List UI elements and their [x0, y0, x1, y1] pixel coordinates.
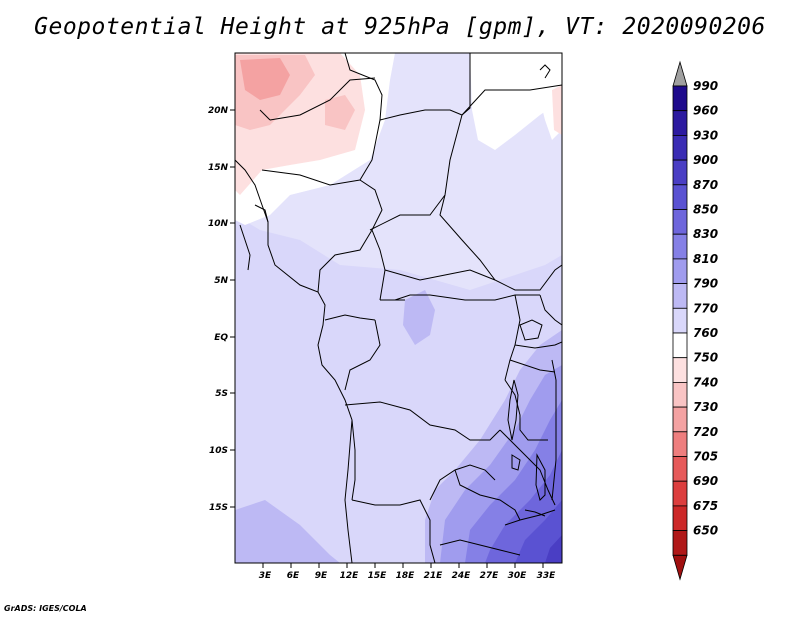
- colorbar-swatch: [672, 406, 688, 433]
- lat-tick-label: 5N: [214, 276, 228, 286]
- lon-tick-label: 24E: [452, 571, 472, 581]
- lon-tick-label: 30E: [508, 571, 528, 581]
- lat-axis: 20N 15N 10N 5N EQ 5S 10S 15S: [208, 106, 235, 513]
- colorbar-swatch: [672, 505, 688, 531]
- colorbar-label: 720: [693, 425, 718, 439]
- colorbar-label: 760: [693, 326, 718, 340]
- field-760-ne: [470, 53, 562, 150]
- country-borders: [235, 53, 562, 563]
- lat-tick-label: 10N: [208, 219, 229, 229]
- lon-tick-label: 33E: [537, 571, 557, 581]
- colorbar-label: 740: [693, 375, 718, 389]
- grads-credit: GrADS: IGES/COLA: [4, 604, 87, 613]
- colorbar-label: 790: [693, 277, 718, 291]
- lat-tick-label: 10S: [209, 446, 228, 456]
- colorbar-label: 690: [693, 474, 718, 488]
- lat-tick-label: EQ: [214, 333, 228, 343]
- field-930-se: [545, 535, 562, 563]
- colorbar-label: 750: [693, 351, 718, 365]
- lon-tick-label: 15E: [368, 571, 388, 581]
- colorbar-label: 850: [693, 203, 718, 217]
- lon-tick-label: 9E: [315, 571, 328, 581]
- colorbar-swatch: [672, 159, 688, 186]
- colorbar-swatch: [672, 209, 688, 235]
- colorbar-swatch: [672, 357, 688, 383]
- map-field: [235, 53, 562, 563]
- colorbar-label: 675: [693, 499, 718, 513]
- lon-tick-label: 6E: [287, 571, 300, 581]
- colorbar-label: 705: [693, 450, 718, 464]
- lat-tick-label: 15S: [209, 503, 228, 513]
- lon-tick-label: 27E: [480, 571, 500, 581]
- field-810-sw: [235, 500, 340, 563]
- colorbar-swatch: [672, 456, 688, 482]
- colorbar-swatch: [672, 530, 688, 556]
- colorbar-swatch: [672, 258, 688, 284]
- colorbar-swatch: [672, 431, 688, 457]
- lat-tick-label: 5S: [215, 389, 228, 399]
- field-810-congo: [403, 290, 435, 345]
- map-frame: [234, 52, 563, 564]
- lat-tick-label: 15N: [208, 163, 229, 173]
- colorbar-label: 960: [693, 104, 718, 118]
- lon-axis: 3E 6E 9E 12E 15E 18E 21E 24E 27E 30E 33E: [259, 563, 556, 581]
- colorbar-top-arrow: [672, 60, 688, 87]
- colorbar-label: 930: [693, 128, 718, 142]
- colorbar-label: 870: [693, 178, 718, 192]
- colorbar-legend: 990 960 930 900 870 850 830 810 790 770 760 750 740 7…: [672, 60, 718, 581]
- colorbar-label: 830: [693, 227, 718, 241]
- colorbar-label: 810: [693, 252, 718, 266]
- lat-tick-label: 20N: [208, 106, 229, 116]
- colorbar-swatch: [672, 233, 688, 260]
- colorbar-swatch: [672, 184, 688, 210]
- field-730-nw: [240, 58, 290, 100]
- colorbar-label: 770: [693, 301, 718, 315]
- colorbar-swatch: [672, 381, 688, 408]
- colorbar-swatch: [672, 85, 688, 112]
- field-750-ne: [552, 85, 562, 135]
- field-740-nw2: [325, 95, 355, 130]
- lon-tick-label: 12E: [340, 571, 360, 581]
- colorbar-swatch: [672, 283, 688, 309]
- colorbar-label: 990: [693, 79, 718, 93]
- colorbar-label: 650: [693, 524, 718, 538]
- lon-tick-label: 21E: [424, 571, 444, 581]
- lon-tick-label: 3E: [259, 571, 272, 581]
- colorbar-swatch: [672, 307, 688, 334]
- map-title: Geopotential Height at 925hPa [gpm], VT:…: [34, 14, 766, 40]
- colorbar-label: 730: [693, 400, 718, 414]
- colorbar-swatch: [672, 480, 688, 507]
- lon-tick-label: 18E: [396, 571, 416, 581]
- colorbar-swatch: [672, 110, 688, 136]
- colorbar-swatch: [672, 332, 688, 359]
- colorbar-swatch: [672, 134, 688, 161]
- colorbar-bottom-arrow: [672, 554, 688, 581]
- field-900-se: [515, 500, 562, 563]
- colorbar-label: 900: [693, 153, 718, 167]
